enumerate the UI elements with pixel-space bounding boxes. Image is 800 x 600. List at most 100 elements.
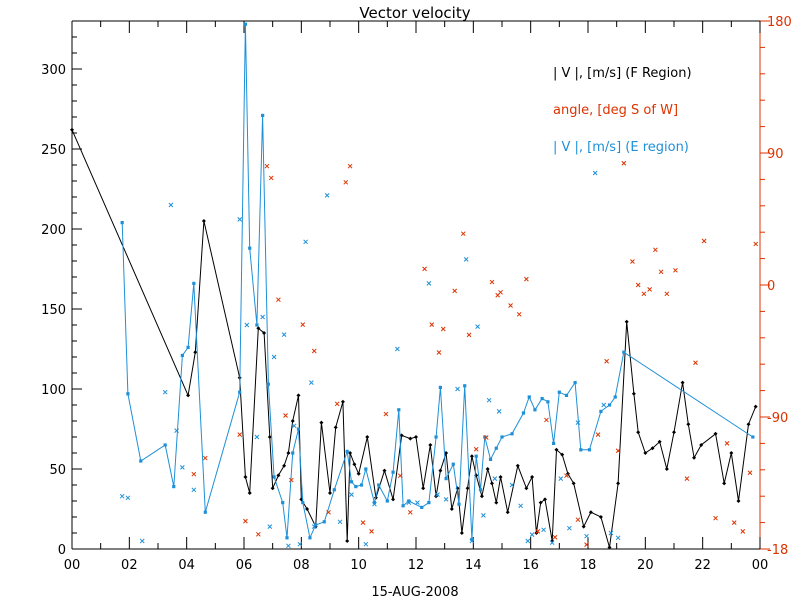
left-tick-label: 250 (41, 143, 66, 158)
data-point (262, 331, 267, 335)
data-point (729, 451, 734, 455)
chart-title: Vector velocity (359, 4, 470, 22)
data-point (615, 535, 621, 541)
data-point (592, 170, 598, 176)
data-point (296, 427, 301, 431)
data-point (162, 389, 168, 395)
data-point (397, 473, 403, 479)
data-point (308, 536, 312, 540)
data-point (172, 485, 176, 489)
data-point (573, 381, 577, 385)
x-tick-label: 20 (637, 558, 654, 573)
data-point (349, 480, 354, 484)
data-point (399, 433, 404, 438)
data-point (544, 417, 549, 423)
data-point (201, 219, 206, 223)
data-point (713, 515, 718, 521)
data-point (693, 360, 698, 366)
series-line (71, 129, 757, 548)
data-point (624, 319, 629, 324)
data-point (328, 491, 332, 495)
data-point (463, 384, 467, 388)
data-point (664, 467, 669, 471)
data-point (349, 492, 354, 497)
data-point (272, 475, 276, 479)
data-point (740, 529, 746, 534)
data-point (489, 481, 494, 486)
data-point (438, 468, 443, 473)
data-point (485, 467, 490, 471)
data-point (285, 536, 289, 540)
data-point (283, 413, 288, 418)
data-point (434, 435, 438, 439)
data-point (120, 221, 124, 225)
data-point (420, 505, 424, 509)
data-point (383, 411, 389, 417)
data-point (192, 281, 196, 285)
data-point (193, 350, 198, 355)
right-tick-label: -90 (767, 411, 788, 426)
data-point (451, 462, 455, 466)
data-point (139, 538, 145, 544)
data-point (391, 470, 395, 474)
x-tick-label: 18 (580, 558, 597, 573)
data-point (125, 495, 131, 501)
x-tick-label: 14 (465, 558, 482, 573)
data-point (281, 332, 287, 337)
data-point (554, 447, 559, 452)
data-point (686, 422, 691, 427)
data-point (535, 529, 541, 534)
right-tick-label: 90 (767, 147, 784, 162)
data-point (333, 425, 338, 430)
data-point (564, 473, 569, 479)
data-point (326, 509, 331, 515)
data-point (483, 435, 489, 440)
data-point (641, 291, 647, 297)
data-point (255, 531, 261, 537)
data-point (549, 540, 555, 545)
data-point (736, 499, 741, 503)
data-point (203, 510, 207, 514)
data-point (527, 395, 531, 399)
data-point (525, 538, 531, 544)
left-tick-label: 150 (41, 303, 66, 318)
data-point (309, 380, 314, 385)
left-tick-label: 300 (41, 63, 66, 78)
data-point (587, 448, 592, 452)
data-point (282, 463, 287, 468)
data-point (636, 430, 641, 435)
series-2 (119, 170, 621, 549)
data-point (391, 497, 396, 502)
data-point (360, 520, 366, 525)
data-point (474, 454, 478, 458)
data-point (345, 539, 350, 543)
data-point (385, 499, 389, 503)
data-point (581, 524, 586, 529)
right-tick-label: 180 (767, 15, 792, 30)
data-point (463, 257, 469, 262)
series-layer (70, 22, 759, 550)
data-point (701, 238, 707, 244)
data-point (643, 451, 648, 455)
data-point (334, 401, 340, 407)
data-point (724, 441, 730, 446)
data-point (186, 345, 190, 349)
data-point (300, 322, 306, 327)
data-point (564, 393, 569, 397)
data-point (552, 441, 556, 445)
data-point (372, 501, 377, 505)
data-point (524, 486, 529, 491)
x-tick-label: 06 (236, 558, 253, 573)
data-point (438, 385, 442, 389)
data-point (369, 529, 374, 534)
data-point (266, 382, 270, 386)
data-point (746, 422, 751, 427)
data-point (613, 395, 617, 399)
data-point (264, 163, 270, 169)
left-tick-label: 100 (41, 383, 66, 398)
data-point (567, 525, 572, 531)
data-point (558, 476, 564, 481)
data-point (352, 462, 357, 467)
data-point (444, 477, 448, 481)
data-point (276, 297, 281, 303)
